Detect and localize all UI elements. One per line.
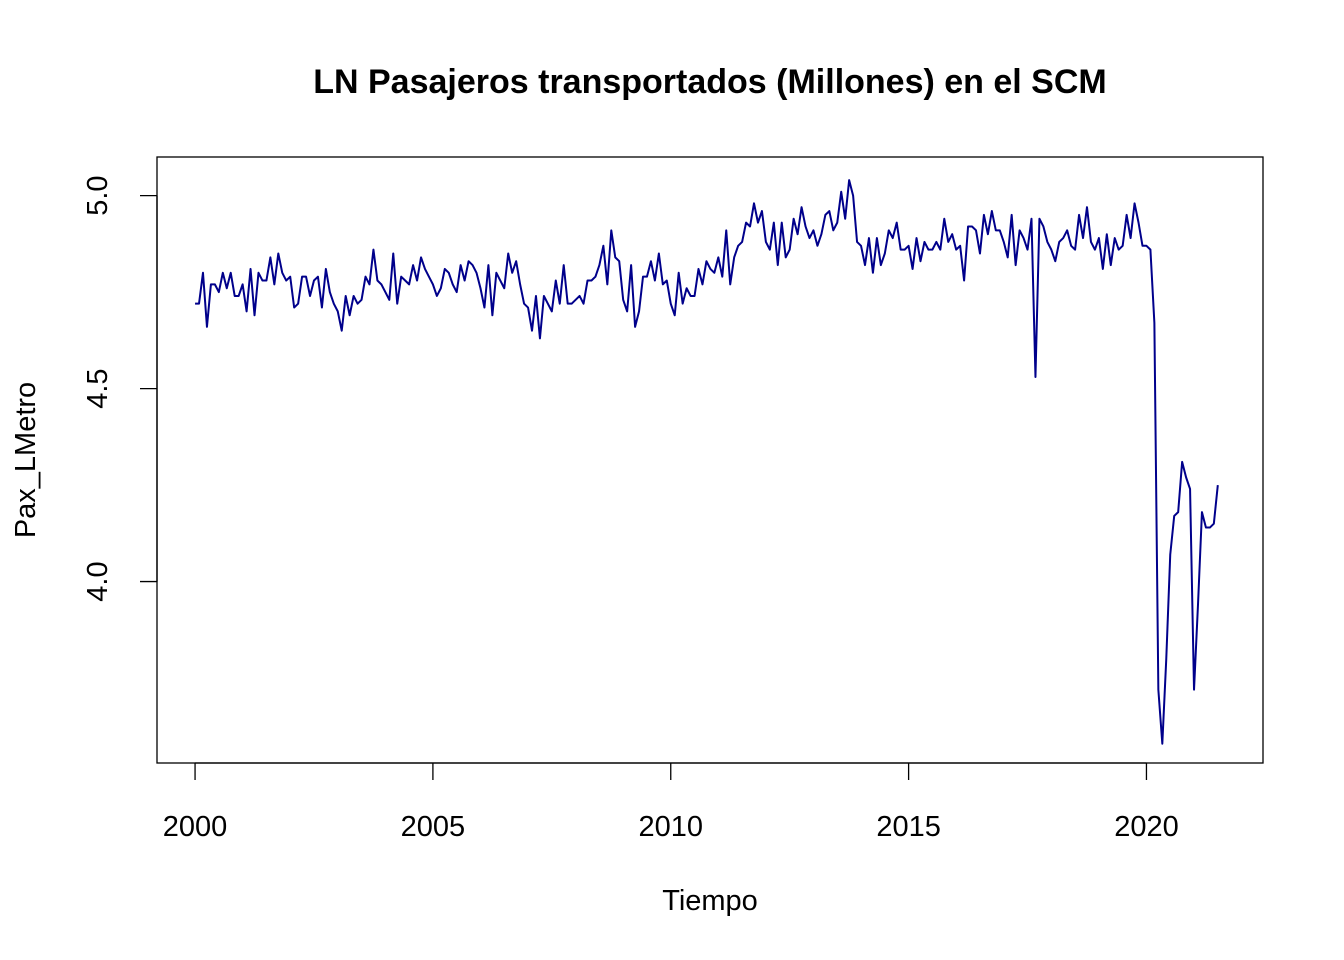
y-axis: 4.0 4.5 5.0	[82, 175, 158, 602]
x-tick-label: 2010	[638, 811, 703, 843]
x-tick-label: 2005	[401, 811, 466, 843]
y-tick-label: 5.0	[82, 175, 114, 215]
plot-frame	[156, 156, 1264, 764]
series-line-group	[195, 179, 1219, 745]
series-line	[195, 179, 1219, 745]
y-tick-label: 4.0	[82, 561, 114, 601]
y-tick-label: 4.5	[82, 368, 114, 408]
x-axis: 2000 2005 2010 2015 2020	[163, 762, 1179, 843]
y-axis-label: Pax_LMetro	[10, 382, 42, 538]
x-tick-label: 2015	[876, 811, 941, 843]
x-tick-label: 2000	[163, 811, 228, 843]
x-tick-label: 2020	[1114, 811, 1179, 843]
x-axis-label: Tiempo	[662, 885, 758, 917]
chart-title: LN Pasajeros transportados (Millones) en…	[313, 63, 1107, 101]
